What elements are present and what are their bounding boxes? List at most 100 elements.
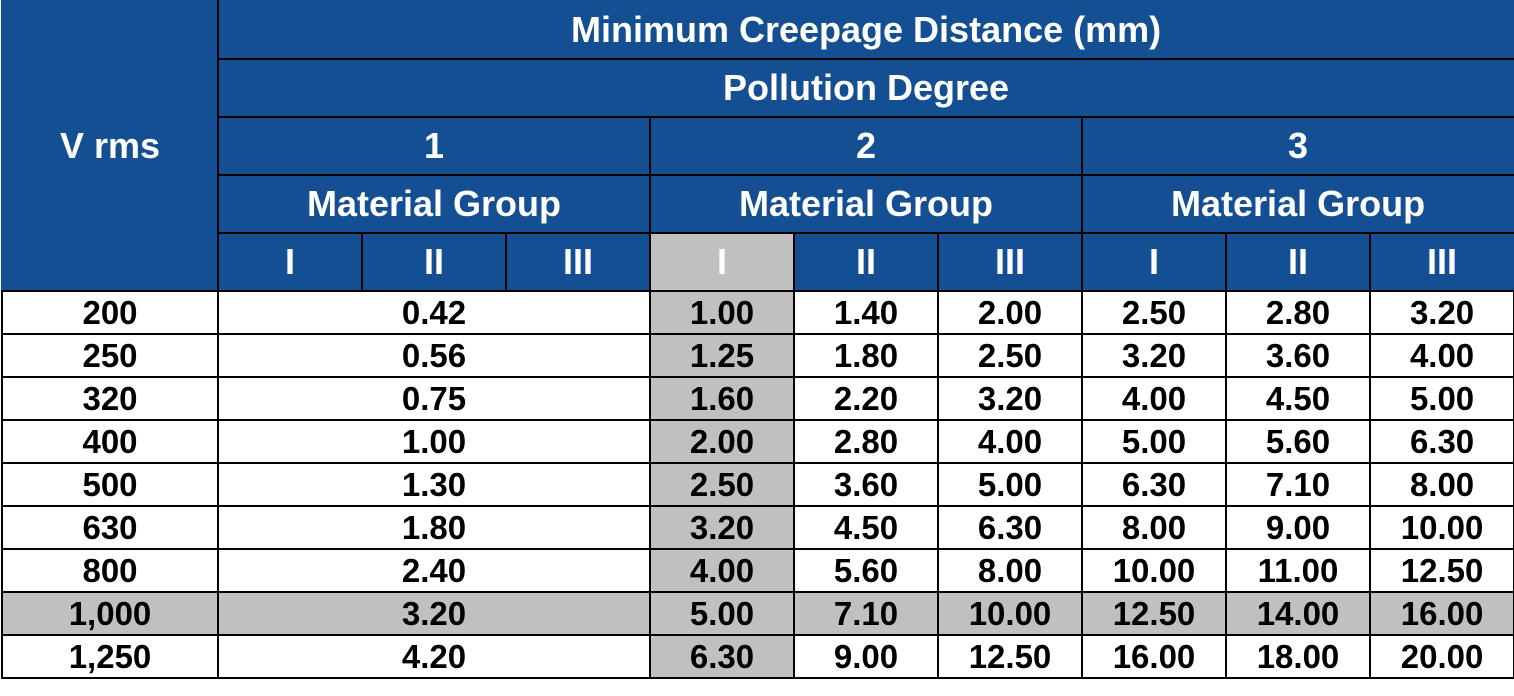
vrms-cell: 500 xyxy=(1,462,219,507)
vrms-cell: 400 xyxy=(1,419,219,464)
table-title: Minimum Creepage Distance (mm) xyxy=(216,0,1514,60)
group-header: II xyxy=(793,232,939,292)
pd3-cell: 3.20 xyxy=(1368,290,1514,335)
vrms-cell: 1,000 xyxy=(1,591,219,636)
pd1-cell: 1.30 xyxy=(217,462,651,507)
pd1-cell: 2.40 xyxy=(217,548,651,593)
vrms-cell: 200 xyxy=(1,290,219,335)
group-header: I xyxy=(1081,232,1227,292)
pd3-cell: 20.00 xyxy=(1368,634,1514,679)
pd3-cell: 2.50 xyxy=(1081,290,1227,335)
pd3-cell: 4.50 xyxy=(1225,376,1371,421)
material-group-header-3: Material Group xyxy=(1080,174,1514,234)
table-header: V rms Minimum Creepage Distance (mm) Pol… xyxy=(1,0,1514,292)
pd1-cell: 0.42 xyxy=(217,290,651,335)
pd3-cell: 3.20 xyxy=(1081,333,1227,378)
pd2-cell: 10.00 xyxy=(937,591,1083,636)
vrms-header: V rms xyxy=(1,0,219,292)
pd2-cell: 1.25 xyxy=(649,333,795,378)
pd1-cell: 4.20 xyxy=(217,634,651,679)
pollution-degree-header: Pollution Degree xyxy=(216,58,1514,118)
pd2-cell: 3.60 xyxy=(793,462,939,507)
material-group-header-1: Material Group xyxy=(217,174,651,234)
creepage-table: V rms Minimum Creepage Distance (mm) Pol… xyxy=(1,0,1514,679)
pd2-cell: 6.30 xyxy=(649,634,795,679)
pd2-cell: 2.80 xyxy=(793,419,939,464)
vrms-cell: 800 xyxy=(1,548,219,593)
pd3-cell: 12.50 xyxy=(1081,591,1227,636)
pd1-cell: 1.80 xyxy=(217,505,651,550)
pd2-cell: 1.40 xyxy=(793,290,939,335)
material-group-header-2: Material Group xyxy=(649,174,1083,234)
pd3-cell: 8.00 xyxy=(1081,505,1227,550)
pd3-cell: 2.80 xyxy=(1225,290,1371,335)
pd3-cell: 18.00 xyxy=(1225,634,1371,679)
pd2-cell: 4.50 xyxy=(793,505,939,550)
pd2-cell: 5.00 xyxy=(649,591,795,636)
pd3-cell: 7.10 xyxy=(1225,462,1371,507)
pd3-cell: 16.00 xyxy=(1081,634,1227,679)
group-header: II xyxy=(1225,232,1371,292)
pd2-cell: 2.50 xyxy=(937,333,1083,378)
pd2-cell: 2.00 xyxy=(937,290,1083,335)
pd1-cell: 0.75 xyxy=(217,376,651,421)
pd2-cell: 3.20 xyxy=(649,505,795,550)
group-header: I xyxy=(217,232,363,292)
degree-3-header: 3 xyxy=(1080,116,1514,176)
table-row: 250 0.56 1.25 1.80 2.50 3.20 3.60 4.00 xyxy=(1,333,1514,378)
pd2-cell: 2.50 xyxy=(649,462,795,507)
table-row: 200 0.42 1.00 1.40 2.00 2.50 2.80 3.20 xyxy=(1,290,1514,335)
table-row: 1,250 4.20 6.30 9.00 12.50 16.00 18.00 20.00 xyxy=(1,634,1514,679)
vrms-cell: 630 xyxy=(1,505,219,550)
pd3-cell: 16.00 xyxy=(1368,591,1514,636)
pd3-cell: 8.00 xyxy=(1368,462,1514,507)
table-row: 320 0.75 1.60 2.20 3.20 4.00 4.50 5.00 xyxy=(1,376,1514,421)
pd2-cell: 1.60 xyxy=(649,376,795,421)
pd2-cell: 3.20 xyxy=(937,376,1083,421)
pd3-cell: 4.00 xyxy=(1368,333,1514,378)
pd2-cell: 9.00 xyxy=(793,634,939,679)
pd2-cell: 1.80 xyxy=(793,333,939,378)
pd2-cell: 8.00 xyxy=(937,548,1083,593)
table-row: 500 1.30 2.50 3.60 5.00 6.30 7.10 8.00 xyxy=(1,462,1514,507)
vrms-cell: 320 xyxy=(1,376,219,421)
table-row: 1,000 3.20 5.00 7.10 10.00 12.50 14.00 16.00 xyxy=(1,591,1514,636)
pd2-cell: 4.00 xyxy=(937,419,1083,464)
pd3-cell: 10.00 xyxy=(1368,505,1514,550)
degree-2-header: 2 xyxy=(649,116,1083,176)
pd2-cell: 1.00 xyxy=(649,290,795,335)
group-header: III xyxy=(1368,232,1514,292)
vrms-cell: 250 xyxy=(1,333,219,378)
pd3-cell: 6.30 xyxy=(1081,462,1227,507)
pd3-cell: 5.00 xyxy=(1368,376,1514,421)
pd2-cell: 2.00 xyxy=(649,419,795,464)
pd2-cell: 2.20 xyxy=(793,376,939,421)
pd1-cell: 0.56 xyxy=(217,333,651,378)
pd2-cell: 4.00 xyxy=(649,548,795,593)
pd1-cell: 3.20 xyxy=(217,591,651,636)
pd3-cell: 6.30 xyxy=(1368,419,1514,464)
pd3-cell: 5.00 xyxy=(1081,419,1227,464)
degree-1-header: 1 xyxy=(217,116,651,176)
pd3-cell: 4.00 xyxy=(1081,376,1227,421)
table-row: 400 1.00 2.00 2.80 4.00 5.00 5.60 6.30 xyxy=(1,419,1514,464)
pd1-cell: 1.00 xyxy=(217,419,651,464)
pd3-cell: 10.00 xyxy=(1081,548,1227,593)
pd2-cell: 12.50 xyxy=(937,634,1083,679)
vrms-cell: 1,250 xyxy=(1,634,219,679)
pd2-cell: 5.60 xyxy=(793,548,939,593)
group-header: III xyxy=(937,232,1083,292)
table-body: 200 0.42 1.00 1.40 2.00 2.50 2.80 3.20 250 0.56 1.… xyxy=(1,290,1514,679)
pd3-cell: 9.00 xyxy=(1225,505,1371,550)
pd3-cell: 12.50 xyxy=(1368,548,1514,593)
pd2-cell: 7.10 xyxy=(793,591,939,636)
group-header: III xyxy=(505,232,651,292)
pd2-cell: 6.30 xyxy=(937,505,1083,550)
table-row: 800 2.40 4.00 5.60 8.00 10.00 11.00 12.50 xyxy=(1,548,1514,593)
pd3-cell: 5.60 xyxy=(1225,419,1371,464)
group-header: II xyxy=(361,232,507,292)
pd3-cell: 11.00 xyxy=(1225,548,1371,593)
group-header-highlighted: I xyxy=(649,232,795,292)
pd3-cell: 14.00 xyxy=(1225,591,1371,636)
pd3-cell: 3.60 xyxy=(1225,333,1371,378)
